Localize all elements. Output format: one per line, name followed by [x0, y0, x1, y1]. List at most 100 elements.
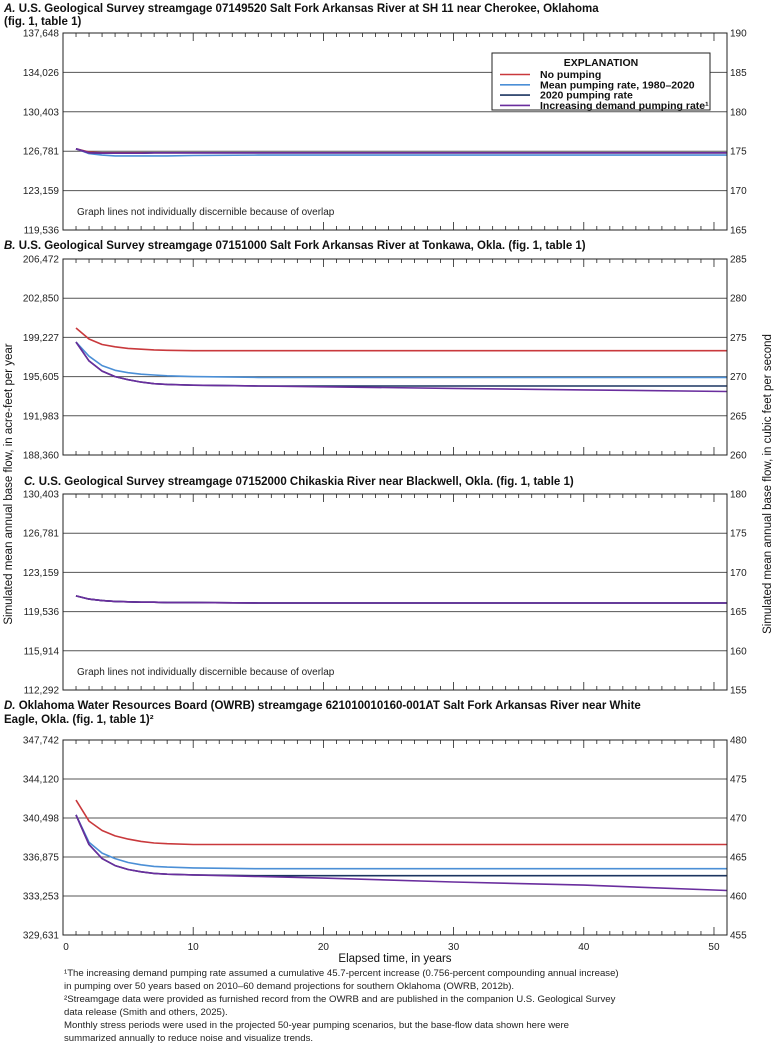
series-line-4 — [75, 595, 727, 604]
y-tick-label-right: 265 — [730, 411, 747, 422]
y-tick-label-right: 280 — [730, 294, 747, 305]
x-tick-label: 10 — [188, 942, 200, 953]
panel-title-text: Eagle, Okla. (fig. 1, table 1)² — [4, 714, 154, 726]
panel-title: Eagle, Okla. (fig. 1, table 1)² — [4, 714, 154, 726]
footnote-line: in pumping over 50 years based on 2010–6… — [64, 981, 514, 992]
series-line-2 — [75, 148, 727, 157]
y-tick-label-right: 170 — [730, 568, 747, 579]
y-tick-label-right: 190 — [730, 29, 747, 40]
y-tick-label-left: 202,850 — [23, 294, 60, 305]
footnotes: ¹The increasing demand pumping rate assu… — [64, 968, 619, 1044]
legend-title: EXPLANATION — [564, 57, 638, 69]
y-tick-label-left: 199,227 — [23, 333, 60, 344]
y-tick-label-right: 275 — [730, 333, 747, 344]
plot-frame — [62, 493, 728, 691]
legend-label: 2020 pumping rate — [540, 90, 633, 102]
y-tick-label-left: 344,120 — [23, 775, 60, 786]
y-tick-label-left: 336,875 — [23, 853, 60, 864]
series-line-4 — [75, 814, 728, 892]
panel-letter: D. — [4, 700, 19, 712]
plot-frame — [62, 258, 728, 456]
y-tick-label-right: 270 — [730, 372, 747, 383]
panel-letter: A. — [3, 3, 19, 15]
y-tick-label-left: 195,605 — [23, 372, 60, 383]
panel-c: C. U.S. Geological Survey streamgage 071… — [23, 476, 747, 697]
y-tick-label-right: 475 — [730, 775, 747, 786]
y-tick-label-right: 465 — [730, 853, 747, 864]
panel-title-text: Oklahoma Water Resources Board (OWRB) st… — [19, 700, 641, 712]
panel-b: B. U.S. Geological Survey streamgage 071… — [4, 240, 747, 462]
panel-title-text: (fig. 1, table 1) — [4, 16, 81, 28]
panel-title-text: U.S. Geological Survey streamgage 071495… — [19, 3, 600, 15]
x-tick-label: 40 — [578, 942, 590, 953]
y-tick-label-left: 130,403 — [23, 490, 60, 501]
footnote-line: ¹The increasing demand pumping rate assu… — [64, 968, 619, 979]
y-tick-label-right: 460 — [730, 892, 747, 903]
y-tick-label-right: 455 — [730, 931, 747, 942]
y-tick-label-right: 175 — [730, 529, 747, 540]
series-line-2 — [75, 341, 727, 379]
x-tick-label: 50 — [708, 942, 720, 953]
series-line-4 — [75, 148, 727, 154]
panel-d: D. Oklahoma Water Resources Board (OWRB)… — [4, 700, 747, 953]
footnote-line: data release (Smith and others, 2025). — [64, 1007, 228, 1018]
series-line-2 — [75, 814, 727, 870]
panel-letter: B. — [4, 240, 19, 252]
y-axis-title-right: Simulated mean annual base flow, in cubi… — [762, 334, 774, 634]
panel-title: D. Oklahoma Water Resources Board (OWRB)… — [4, 700, 641, 712]
series-line-1 — [75, 799, 727, 846]
y-tick-label-left: 188,360 — [23, 451, 60, 462]
y-tick-label-right: 185 — [730, 68, 747, 79]
series-line-4 — [75, 341, 728, 393]
y-tick-label-right: 170 — [730, 186, 747, 197]
y-tick-label-left: 333,253 — [23, 892, 60, 903]
x-tick-label: 0 — [63, 942, 69, 953]
panel-title-text: U.S. Geological Survey streamgage 071520… — [39, 476, 574, 488]
y-tick-label-right: 180 — [730, 107, 747, 118]
y-tick-label-right: 285 — [730, 255, 747, 266]
y-tick-label-right: 175 — [730, 147, 747, 158]
y-tick-label-left: 137,648 — [23, 29, 60, 40]
panel-title: C. U.S. Geological Survey streamgage 071… — [24, 476, 574, 488]
overlap-note: Graph lines not individually discernible… — [77, 667, 335, 678]
y-tick-label-left: 126,781 — [23, 529, 60, 540]
y-tick-label-right: 165 — [730, 226, 747, 237]
y-tick-label-left: 134,026 — [23, 68, 60, 79]
series-line-3 — [75, 341, 727, 387]
y-tick-label-left: 123,159 — [23, 568, 60, 579]
plot-frame — [62, 32, 728, 231]
legend-label: No pumping — [540, 69, 601, 81]
plot-frame — [62, 739, 728, 936]
y-tick-label-left: 119,536 — [24, 607, 60, 618]
legend-box — [491, 52, 711, 111]
overlap-note: Graph lines not individually discernible… — [77, 207, 335, 218]
y-tick-label-right: 160 — [730, 646, 747, 657]
legend-label: Increasing demand pumping rate¹ — [540, 100, 709, 112]
footnote-line: ²Streamgage data were provided as furnis… — [64, 994, 616, 1005]
x-tick-label: 20 — [318, 942, 330, 953]
y-tick-label-right: 180 — [730, 490, 747, 501]
y-tick-label-left: 191,983 — [23, 411, 60, 422]
panel-a: A. U.S. Geological Survey streamgage 071… — [3, 3, 747, 237]
y-tick-label-left: 206,472 — [23, 255, 60, 266]
y-tick-label-right: 155 — [730, 686, 747, 697]
y-tick-label-left: 119,536 — [24, 226, 60, 237]
y-tick-label-left: 126,781 — [23, 147, 60, 158]
y-axis-title-left: Simulated mean annual base flow, in acre… — [3, 343, 15, 624]
y-tick-label-left: 347,742 — [23, 736, 60, 747]
y-tick-label-left: 329,631 — [23, 931, 60, 942]
panel-letter: C. — [24, 476, 39, 488]
legend-label: Mean pumping rate, 1980–2020 — [540, 79, 695, 91]
footnote-line: Monthly stress periods were used in the … — [64, 1020, 569, 1031]
panel-title: (fig. 1, table 1) — [4, 16, 81, 28]
series-line-1 — [75, 327, 727, 352]
y-tick-label-right: 260 — [730, 451, 747, 462]
y-tick-label-left: 130,403 — [23, 107, 60, 118]
x-axis-title: Elapsed time, in years — [338, 953, 451, 965]
y-tick-label-left: 112,292 — [24, 686, 60, 697]
y-tick-label-right: 470 — [730, 814, 747, 825]
y-tick-label-right: 165 — [730, 607, 747, 618]
panel-title-text: U.S. Geological Survey streamgage 071510… — [19, 240, 586, 252]
